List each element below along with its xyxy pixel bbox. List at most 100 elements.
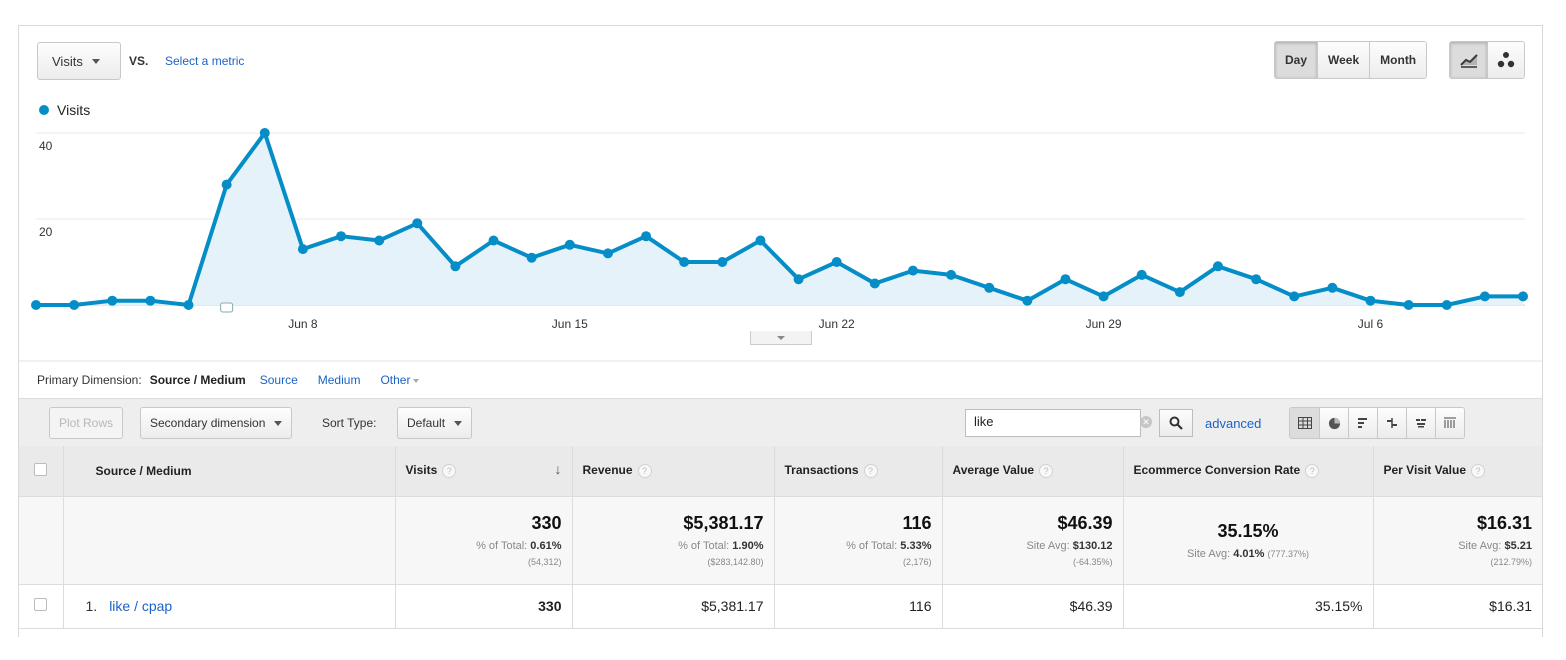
- data-point: [602, 248, 613, 259]
- total-conversion-site-avg-value: 4.01%: [1233, 547, 1265, 560]
- data-point: [412, 218, 423, 229]
- data-point: [374, 235, 385, 246]
- total-visits-cell: 330 % of Total: 0.61% (54,312): [395, 496, 573, 585]
- header-transactions[interactable]: Transactions?: [774, 446, 943, 497]
- collapse-chart-handle[interactable]: [750, 331, 812, 345]
- total-average-value-cell: $46.39 Site Avg: $130.12 (-64.35%): [942, 496, 1124, 585]
- data-point: [946, 269, 957, 280]
- visits-series-line: [36, 131, 1523, 307]
- data-point: [641, 231, 652, 242]
- dimension-medium-link[interactable]: Medium: [317, 373, 361, 387]
- period-day-button[interactable]: Day: [1275, 42, 1318, 78]
- primary-dimension-bar: Primary Dimension: Source / Medium Sourc…: [37, 373, 439, 387]
- row-average-value: $46.39: [942, 584, 1124, 629]
- total-revenue-overall: ($283,142.80): [707, 557, 764, 567]
- data-point: [1212, 261, 1223, 272]
- table-grid-icon: [1297, 417, 1312, 429]
- total-per-visit-value: $16.31: [1476, 513, 1532, 533]
- search-button[interactable]: [1159, 409, 1193, 437]
- help-icon[interactable]: ?: [863, 464, 878, 479]
- row-number: 1.: [85, 598, 98, 614]
- clear-search-icon[interactable]: ✕: [1140, 416, 1152, 428]
- header-average-value[interactable]: Average Value?: [942, 446, 1124, 497]
- period-month-button[interactable]: Month: [1369, 42, 1427, 78]
- dimension-other-dropdown[interactable]: Other: [380, 373, 420, 387]
- data-point: [488, 235, 499, 246]
- view-pivot-button[interactable]: [1435, 408, 1464, 438]
- sort-type-dropdown[interactable]: Default: [397, 407, 473, 439]
- view-comparison-button[interactable]: [1377, 408, 1406, 438]
- data-point: [1441, 300, 1452, 310]
- chevron-down-icon: [274, 420, 283, 426]
- dimension-source-link[interactable]: Source: [259, 373, 298, 387]
- select-metric-link[interactable]: Select a metric: [165, 54, 245, 68]
- table-view-toggle: [1289, 407, 1465, 439]
- motion-chart-button[interactable]: [1487, 42, 1524, 78]
- primary-dimension-label: Primary Dimension:: [37, 373, 142, 387]
- comparison-icon: [1387, 418, 1397, 428]
- annotation-icon: [220, 302, 234, 313]
- header-source-medium[interactable]: Source / Medium: [63, 446, 396, 497]
- data-point: [793, 274, 804, 285]
- data-point: [1365, 295, 1376, 306]
- header-per-visit-value[interactable]: Per Visit Value?: [1373, 446, 1542, 497]
- total-average-site-avg-label: Site Avg:: [1026, 540, 1073, 552]
- total-revenue-value: $5,381.17: [683, 513, 764, 533]
- data-point: [1403, 300, 1414, 310]
- data-point: [69, 300, 80, 310]
- total-average-value: $46.39: [1057, 513, 1113, 533]
- view-termcloud-button[interactable]: [1406, 408, 1435, 438]
- total-conversion-cell: 35.15% Site Avg: 4.01% (777.37%): [1123, 496, 1374, 585]
- legend-dot-icon: [39, 105, 49, 115]
- total-average-delta: (-64.35%): [1072, 557, 1113, 567]
- total-conversion-site-avg: Site Avg: 4.01% (777.37%): [1134, 548, 1363, 560]
- row-checkbox-cell: [19, 584, 64, 629]
- data-point: [1479, 291, 1490, 302]
- help-icon[interactable]: ?: [442, 464, 457, 479]
- table-toolbar: Plot Rows Secondary dimension Sort Type:…: [19, 398, 1542, 446]
- view-performance-button[interactable]: [1348, 408, 1377, 438]
- chevron-down-icon: [454, 420, 463, 426]
- secondary-dimension-dropdown[interactable]: Secondary dimension: [140, 407, 293, 439]
- total-transactions-percent-value: 5.33%: [900, 540, 932, 552]
- total-revenue-cell: $5,381.17 % of Total: 1.90% ($283,142.80…: [572, 496, 775, 585]
- header-revenue[interactable]: Revenue?: [572, 446, 775, 497]
- total-revenue-percent: % of Total: 1.90%: [583, 540, 763, 552]
- analytics-report: Visits VS. Select a metric Day Week Mont…: [18, 25, 1543, 637]
- view-table-button[interactable]: [1290, 408, 1319, 438]
- header-conversion-rate[interactable]: Ecommerce Conversion Rate?: [1123, 446, 1374, 497]
- motion-chart-icon: [1497, 52, 1515, 68]
- help-icon[interactable]: ?: [1305, 464, 1320, 479]
- sort-type-value: Default: [407, 416, 446, 430]
- pie-chart-icon: [1328, 417, 1340, 429]
- header-transactions-label: Transactions: [784, 463, 859, 478]
- help-icon[interactable]: ?: [637, 464, 652, 479]
- row-checkbox[interactable]: [34, 598, 48, 611]
- total-average-site-avg-value: $130.12: [1072, 540, 1113, 552]
- bar-list-icon: [1358, 418, 1367, 428]
- total-conversion-delta: (777.37%): [1267, 548, 1310, 559]
- total-revenue-percent-label: % of Total:: [678, 540, 733, 552]
- help-icon[interactable]: ?: [1471, 464, 1485, 479]
- select-all-checkbox[interactable]: [34, 462, 48, 476]
- data-point: [107, 295, 118, 306]
- view-pie-button[interactable]: [1319, 408, 1348, 438]
- table-search-input[interactable]: like: [965, 409, 1141, 437]
- total-visits-percent-value: 0.61%: [530, 540, 562, 552]
- data-point: [1098, 291, 1109, 302]
- row-source-link[interactable]: like / cpap: [109, 598, 173, 614]
- data-point: [1289, 291, 1300, 302]
- x-tick-label: Jun 15: [552, 317, 588, 331]
- data-point: [336, 231, 347, 242]
- plot-rows-button[interactable]: Plot Rows: [49, 407, 124, 439]
- dimension-other-label: Other: [380, 373, 411, 387]
- advanced-filter-link[interactable]: advanced: [1205, 416, 1262, 431]
- total-transactions-value: 116: [902, 513, 932, 533]
- period-week-button[interactable]: Week: [1317, 42, 1370, 78]
- chart-type-toggle: [1449, 41, 1525, 79]
- line-chart-button[interactable]: [1450, 42, 1487, 78]
- header-visits[interactable]: Visits? ↓: [395, 446, 573, 497]
- x-tick-label: Jun 22: [819, 317, 855, 331]
- help-icon[interactable]: ?: [1039, 464, 1054, 479]
- metric-selector[interactable]: Visits: [37, 42, 121, 80]
